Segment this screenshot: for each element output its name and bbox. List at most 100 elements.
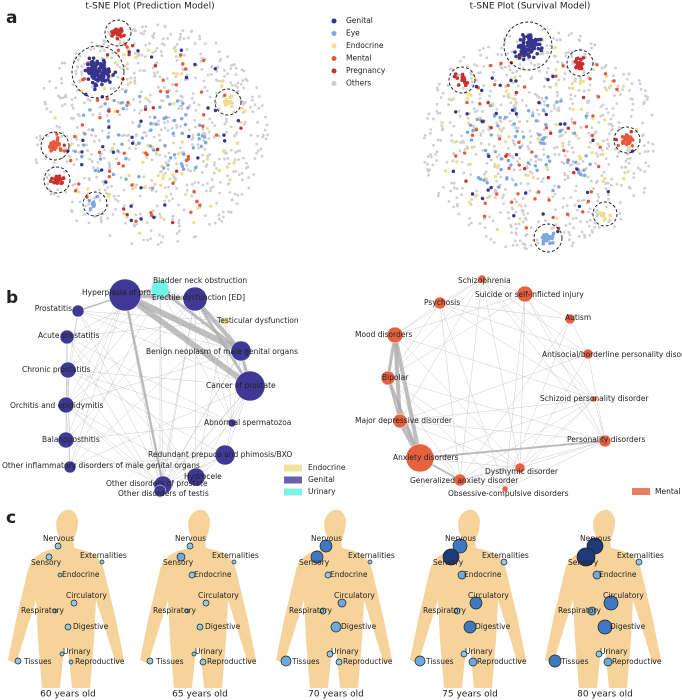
- tsne-point: [471, 100, 474, 104]
- tsne-point: [571, 160, 575, 163]
- tsne-point: [226, 72, 229, 76]
- tsne-point: [202, 131, 205, 135]
- tsne-point: [585, 190, 590, 195]
- tsne-point: [541, 137, 545, 142]
- tsne-point: [89, 63, 94, 67]
- tsne-point: [499, 157, 503, 161]
- tsne-point: [229, 81, 233, 85]
- tsne-point: [483, 201, 487, 205]
- tsne-point: [505, 176, 509, 180]
- tsne-point: [588, 233, 592, 237]
- tsne-point: [489, 63, 493, 68]
- tsne-point: [144, 130, 148, 134]
- tsne-point: [151, 106, 156, 110]
- legend-label: Endocrine: [346, 41, 384, 50]
- tsne-point: [594, 162, 597, 165]
- tsne-point: [234, 170, 238, 173]
- tsne-point: [572, 121, 577, 125]
- tsne-point: [210, 178, 214, 181]
- network-edge: [524, 293, 571, 320]
- tsne-point: [233, 133, 237, 137]
- tsne-point: [434, 153, 438, 156]
- tsne-point: [488, 215, 491, 219]
- tsne-point: [507, 146, 510, 150]
- tsne-point: [495, 155, 499, 159]
- tsne-point: [566, 50, 570, 54]
- tsne-point: [232, 170, 236, 174]
- tsne-point: [229, 210, 233, 214]
- tsne-point: [181, 29, 185, 32]
- tsne-point: [194, 235, 197, 238]
- tsne-point: [62, 149, 67, 153]
- tsne-point: [482, 64, 486, 68]
- tsne-point: [177, 224, 181, 228]
- tsne-point: [610, 129, 614, 132]
- tsne-point: [600, 174, 604, 178]
- tsne-point: [199, 52, 203, 56]
- system-label: Circulatory: [603, 591, 644, 600]
- tsne-point: [118, 65, 122, 69]
- tsne-point: [130, 141, 135, 145]
- tsne-point: [162, 86, 166, 89]
- system-label: Urinary: [195, 647, 223, 656]
- tsne-point: [422, 136, 426, 140]
- tsne-point: [473, 110, 477, 114]
- tsne-point: [525, 232, 529, 236]
- tsne-point: [436, 138, 440, 142]
- tsne-point: [567, 140, 571, 143]
- node-label: Dysthymic disorder: [485, 467, 559, 476]
- tsne-point: [127, 158, 131, 161]
- system-node: [367, 559, 373, 565]
- tsne-point: [193, 42, 197, 45]
- network-edge: [69, 454, 226, 468]
- tsne-point: [602, 139, 605, 143]
- tsne-point: [111, 150, 116, 154]
- tsne-point: [87, 198, 92, 203]
- tsne-point: [90, 80, 95, 85]
- tsne-point: [581, 210, 585, 214]
- system-label: Externalities: [80, 551, 127, 560]
- tsne-point: [222, 157, 226, 161]
- tsne-point: [474, 152, 478, 156]
- tsne-point: [260, 154, 264, 158]
- tsne-point: [646, 149, 650, 153]
- tsne-point: [554, 83, 558, 87]
- tsne-point: [545, 236, 549, 240]
- system-node: [310, 550, 324, 564]
- tsne-point: [198, 203, 202, 207]
- tsne-point: [469, 138, 474, 142]
- tsne-point: [186, 106, 190, 110]
- tsne-point: [496, 124, 500, 128]
- tsne-point: [236, 193, 240, 197]
- tsne-point: [87, 178, 91, 182]
- tsne-point: [471, 128, 475, 133]
- tsne-point: [557, 185, 561, 189]
- tsne-point: [201, 127, 205, 131]
- network-edge: [519, 293, 526, 469]
- tsne-point: [588, 207, 592, 211]
- network-edge: [394, 334, 595, 400]
- system-label: Reproductive: [75, 657, 125, 666]
- tsne-point: [111, 172, 116, 177]
- tsne-point: [232, 110, 236, 114]
- tsne-point: [236, 119, 241, 123]
- tsne-point: [96, 160, 100, 164]
- tsne-point: [651, 142, 655, 146]
- tsne-point: [53, 116, 57, 120]
- tsne-point: [91, 69, 96, 74]
- tsne-point: [167, 199, 171, 203]
- tsne-point: [222, 139, 227, 143]
- tsne-point: [45, 176, 49, 179]
- node-label: Hyperplasia of prostate: [82, 288, 170, 297]
- system-label: Reproductive: [477, 657, 527, 666]
- tsne-point: [207, 130, 211, 134]
- tsne-point: [151, 209, 155, 212]
- tsne-point: [182, 37, 186, 41]
- panel-label: a: [6, 8, 17, 28]
- tsne-point: [487, 128, 490, 132]
- tsne-point: [462, 171, 466, 175]
- node-label: Autism: [565, 313, 591, 322]
- system-label: Sensory: [31, 558, 62, 567]
- tsne-point: [242, 122, 246, 126]
- tsne-point: [559, 134, 563, 138]
